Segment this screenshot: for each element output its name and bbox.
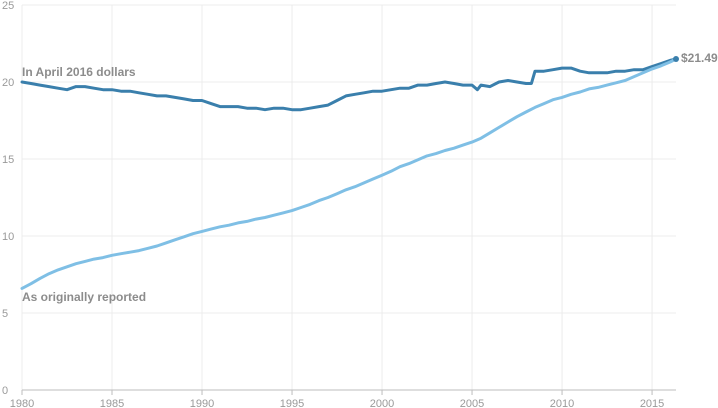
series-labels: In April 2016 dollars As originally repo… [22, 51, 718, 304]
y-tick-label: 10 [2, 231, 14, 243]
x-tick-label: 2015 [640, 398, 664, 408]
series-line-april-2016-dollars [20, 57, 678, 112]
y-tick-label: 5 [2, 308, 8, 320]
series-lines [20, 56, 679, 290]
x-tick-label: 1985 [100, 398, 124, 408]
x-tick-label: 1990 [190, 398, 214, 408]
y-tick-label: 25 [2, 0, 14, 12]
x-tick-label: 2000 [370, 398, 394, 408]
y-tick-label: 15 [2, 154, 14, 166]
x-tick-label: 1980 [10, 398, 34, 408]
grid-lines [21, 4, 676, 390]
x-tick-label: 1995 [280, 398, 304, 408]
end-value-label: $21.49 [681, 51, 718, 65]
x-tick-label: 2010 [550, 398, 574, 408]
series-label-april-2016-dollars: In April 2016 dollars [22, 65, 136, 79]
axes: 0 5 10 15 20 25 1980 1985 1990 1995 2000 2005 2010 20… [2, 0, 676, 408]
end-point-marker [673, 56, 679, 63]
series-line-as-originally-reported [20, 57, 678, 290]
series-label-as-originally-reported: As originally reported [22, 290, 146, 304]
y-tick-label: 0 [2, 385, 8, 397]
y-tick-label: 20 [2, 77, 14, 89]
x-tick-label: 2005 [460, 398, 484, 408]
